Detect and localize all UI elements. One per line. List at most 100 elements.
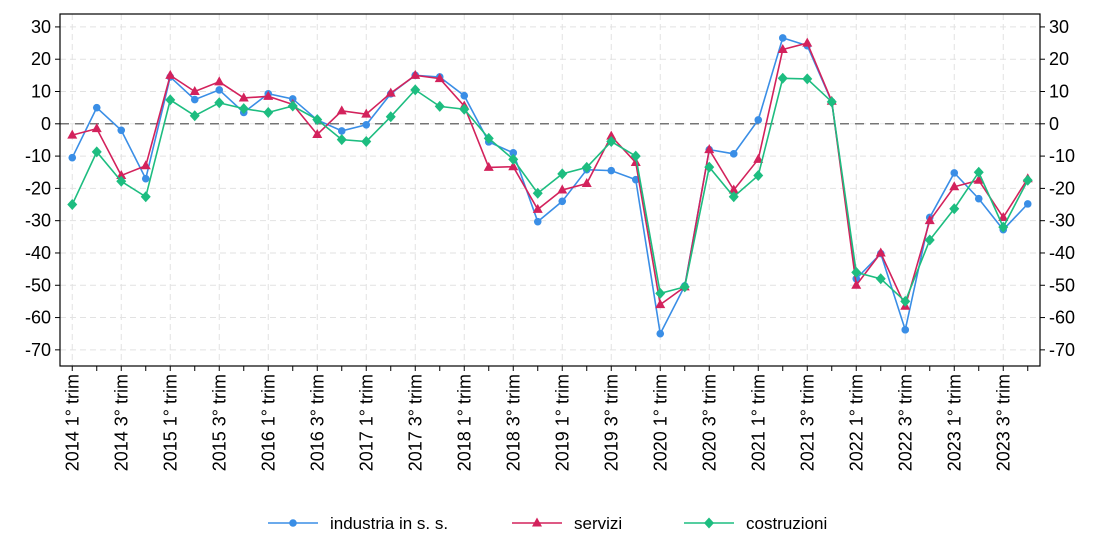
marker (754, 116, 763, 124)
marker (973, 174, 984, 184)
x-tick-label: 2019 1° trim (552, 374, 572, 471)
x-tick-label: 2021 3° trim (797, 374, 817, 471)
marker (508, 153, 519, 165)
marker (312, 114, 323, 126)
marker (704, 517, 714, 529)
x-tick-label: 2022 1° trim (846, 374, 866, 471)
marker (92, 103, 101, 112)
marker (729, 150, 738, 158)
marker (606, 136, 617, 148)
marker (581, 161, 592, 173)
marker (263, 90, 274, 100)
marker (215, 86, 224, 94)
y-tick-label: -30 (25, 211, 51, 231)
marker (557, 184, 568, 194)
y-tick-label: -20 (25, 178, 51, 198)
marker (924, 215, 935, 225)
marker (558, 197, 567, 206)
marker (532, 187, 543, 199)
marker (410, 69, 421, 79)
y-tick-label: -50 (25, 275, 51, 295)
x-tick-label: 2023 3° trim (993, 374, 1013, 471)
marker (287, 100, 298, 112)
marker (630, 150, 641, 162)
marker (336, 105, 347, 115)
marker (385, 87, 396, 97)
marker (851, 266, 862, 278)
x-tick-label: 2016 3° trim (307, 374, 327, 471)
marker (777, 72, 788, 84)
marker (704, 144, 715, 154)
x-tick-label: 2021 1° trim (748, 374, 768, 471)
x-tick-label: 2016 1° trim (258, 374, 278, 471)
x-tick-label: 2014 1° trim (62, 374, 82, 471)
marker (263, 106, 274, 118)
marker (802, 37, 813, 47)
marker (753, 153, 764, 163)
y-tick-label: -70 (25, 340, 51, 360)
marker (679, 281, 690, 293)
marker (728, 191, 739, 203)
x-tick-label: 2015 3° trim (209, 374, 229, 471)
x-tick-label: 2017 1° trim (356, 374, 376, 471)
y-tick-label: 20 (31, 49, 51, 69)
y2-tick-label: 20 (1049, 49, 1069, 69)
plot-frame (59, 13, 1041, 367)
marker (289, 519, 297, 527)
marker (460, 91, 469, 100)
marker (68, 153, 77, 162)
x-tick-label: 2023 1° trim (944, 374, 964, 471)
y2-tick-label: -20 (1049, 178, 1075, 198)
y-tick-label: -60 (25, 308, 51, 328)
y-tick-label: 0 (41, 114, 51, 134)
marker (875, 247, 886, 257)
marker (67, 199, 78, 211)
marker (483, 161, 494, 171)
y-tick-label: 10 (31, 82, 51, 102)
x-tick-label: 2019 3° trim (601, 374, 621, 471)
marker (91, 123, 102, 133)
marker (434, 73, 445, 83)
marker (973, 166, 984, 178)
marker (238, 92, 249, 102)
marker (189, 110, 200, 122)
y2-tick-label: 0 (1049, 114, 1059, 134)
x-tick-label: 2020 1° trim (650, 374, 670, 471)
marker (949, 181, 960, 191)
legend-label: servizi (574, 514, 622, 533)
y-tick-label: 30 (31, 17, 51, 37)
marker (214, 76, 225, 86)
marker (116, 175, 127, 187)
marker (508, 161, 519, 171)
series-line (71, 36, 1029, 337)
marker (410, 84, 421, 96)
x-tick-label: 2020 3° trim (699, 374, 719, 471)
y2-tick-label: -50 (1049, 275, 1075, 295)
marker (924, 234, 935, 246)
marker (557, 168, 568, 180)
marker (361, 108, 372, 118)
marker (778, 34, 787, 42)
marker (704, 161, 715, 173)
marker (336, 134, 347, 146)
x-tick-label: 2014 3° trim (111, 374, 131, 471)
legend-label: costruzioni (746, 514, 827, 533)
marker (950, 169, 959, 177)
marker (998, 221, 1009, 233)
marker (312, 128, 323, 138)
y2-tick-label: -30 (1049, 211, 1075, 231)
marker (214, 97, 225, 109)
marker (901, 326, 910, 334)
marker (655, 287, 666, 299)
marker (459, 103, 470, 115)
marker (949, 203, 960, 215)
marker (656, 329, 665, 338)
y2-tick-label: -60 (1049, 308, 1075, 328)
marker (998, 211, 1009, 221)
y2-tick-label: -40 (1049, 243, 1075, 263)
marker (362, 120, 371, 129)
x-tick-label: 2017 3° trim (405, 374, 425, 471)
marker (140, 191, 151, 203)
marker (361, 136, 372, 148)
marker (509, 149, 518, 157)
